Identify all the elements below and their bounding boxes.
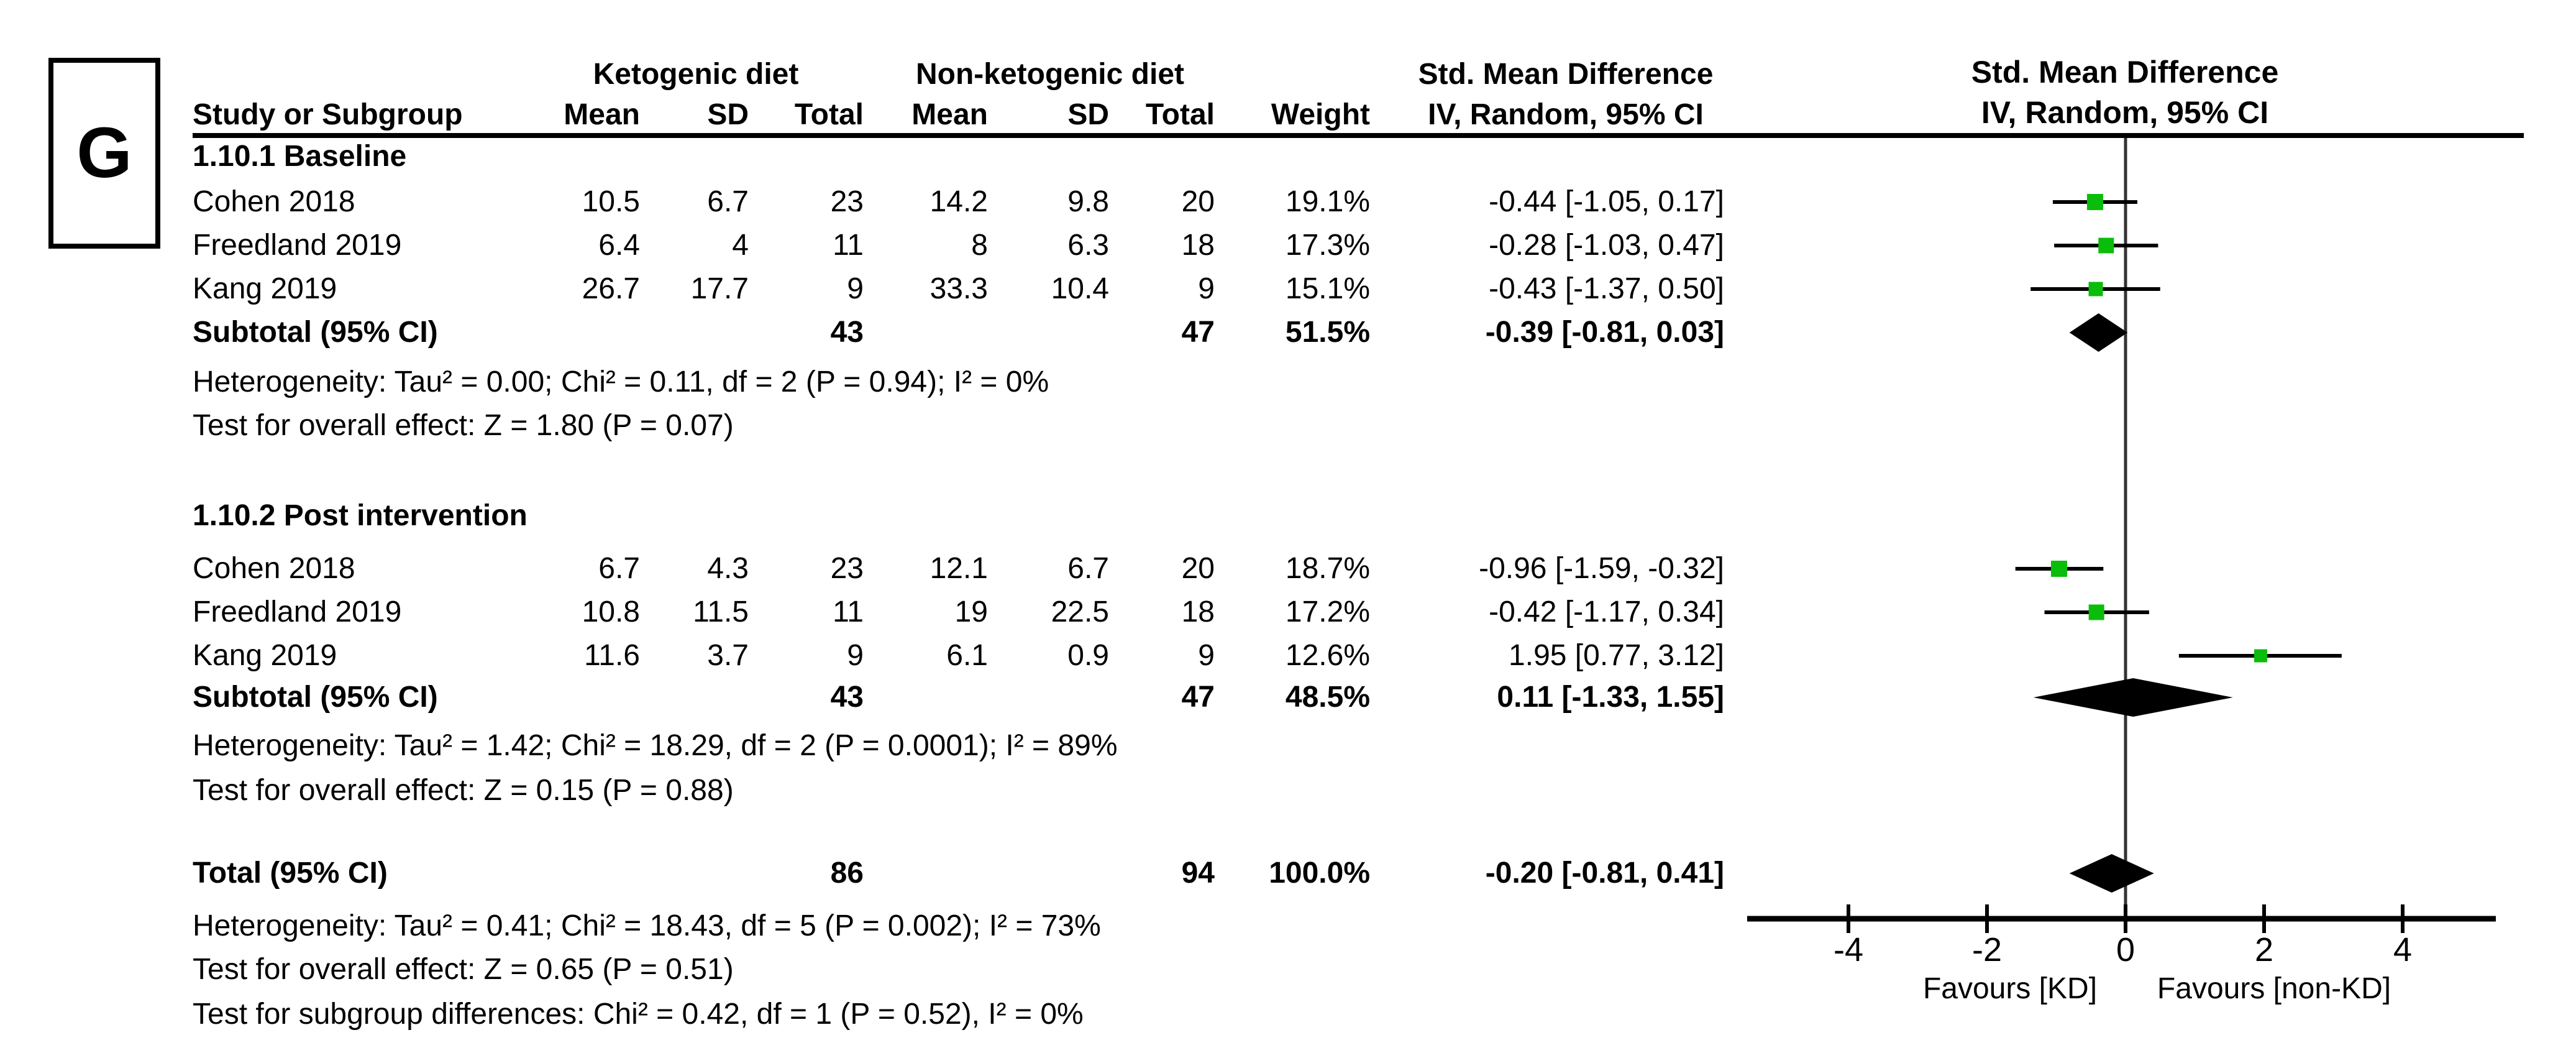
- study-point-marker: [2254, 649, 2267, 663]
- subgroup-label-baseline: 1.10.1 Baseline: [193, 140, 407, 173]
- ci-value: -0.39 [-0.81, 0.03]: [1485, 316, 1724, 349]
- axis-tick-label: 2: [2254, 931, 2274, 968]
- heterogeneity-line: Heterogeneity: Tau² = 0.41; Chi² = 18.43…: [193, 909, 1101, 942]
- study-name: Cohen 2018: [193, 185, 355, 218]
- table-group-header-row: Ketogenic diet Non-ketogenic diet Std. M…: [193, 53, 1733, 96]
- group-header-ketogenic: Ketogenic diet: [593, 58, 799, 91]
- study-name: Kang 2019: [193, 272, 337, 305]
- favours-left-label: Favours [KD]: [1922, 972, 2098, 1005]
- col-header-total-nk: Total: [1145, 98, 1215, 131]
- table-row: Cohen 2018 6.7 4.3 23 12.1 6.7 20 18.7% …: [193, 547, 1733, 591]
- ci-value: 1.95 [0.77, 3.12]: [1509, 639, 1724, 672]
- table-row: Freedland 2019 10.8 11.5 11 19 22.5 18 1…: [193, 591, 1733, 634]
- table-row: Kang 2019 26.7 17.7 9 33.3 10.4 9 15.1% …: [193, 267, 1733, 311]
- overall-effect-line: Test for overall effect: Z = 0.65 (P = 0…: [193, 953, 734, 986]
- col-header-ci: IV, Random, 95% CI: [1428, 98, 1704, 131]
- table-row: Freedland 2019 6.4 4 11 8 6.3 18 17.3% -…: [193, 224, 1733, 267]
- axis-tick-label: -2: [1971, 931, 2002, 968]
- col-header-sd-nk: SD: [1067, 98, 1109, 131]
- subtotal-diamond: [2069, 313, 2128, 352]
- study-name: Cohen 2018: [193, 552, 355, 585]
- ci-value: -0.42 [-1.17, 0.34]: [1489, 595, 1724, 628]
- study-point-marker: [2098, 237, 2114, 254]
- subtotal-row: Subtotal (95% CI) 43 47 48.5% 0.11 [-1.3…: [193, 676, 1733, 719]
- total-diamond: [2069, 854, 2154, 893]
- ci-value: 0.11 [-1.33, 1.55]: [1497, 681, 1724, 714]
- overall-effect-line: Test for overall effect: Z = 1.80 (P = 0…: [193, 409, 734, 442]
- heterogeneity-line: Heterogeneity: Tau² = 1.42; Chi² = 18.29…: [193, 729, 1118, 762]
- ci-value: -0.43 [-1.37, 0.50]: [1489, 272, 1724, 305]
- col-header-mean-nk: Mean: [911, 98, 988, 131]
- ci-value: -0.28 [-1.03, 0.47]: [1489, 229, 1724, 262]
- table-row: Kang 2019 11.6 3.7 9 6.1 0.9 9 12.6% 1.9…: [193, 634, 1733, 678]
- group-header-smd: Std. Mean Difference: [1418, 58, 1714, 91]
- ci-value: -0.96 [-1.59, -0.32]: [1479, 552, 1724, 585]
- axis-tick-label: 0: [2116, 931, 2135, 968]
- header-rule: [193, 133, 2524, 138]
- subgroup-differences-line: Test for subgroup differences: Chi² = 0.…: [193, 998, 1084, 1031]
- axis-tick-label: -4: [1833, 931, 1863, 968]
- col-header-mean-k: Mean: [564, 98, 640, 131]
- study-name: Kang 2019: [193, 639, 337, 672]
- ci-value: -0.20 [-0.81, 0.41]: [1485, 857, 1724, 890]
- favours-right-label: Favours [non-KD]: [2157, 972, 2391, 1005]
- study-point-marker: [2050, 561, 2067, 577]
- plot-header-ci: IV, Random, 95% CI: [1981, 95, 2269, 130]
- study-name: Freedland 2019: [193, 595, 402, 628]
- study-point-marker: [2088, 282, 2103, 297]
- col-header-weight: Weight: [1271, 98, 1370, 131]
- study-name: Freedland 2019: [193, 229, 402, 262]
- overall-effect-line: Test for overall effect: Z = 0.15 (P = 0…: [193, 774, 734, 807]
- study-point-marker: [2088, 604, 2104, 620]
- table-row: Cohen 2018 10.5 6.7 23 14.2 9.8 20 19.1%…: [193, 180, 1733, 224]
- axis-tick-label: 4: [2393, 931, 2413, 968]
- study-point-marker: [2086, 194, 2103, 210]
- heterogeneity-line: Heterogeneity: Tau² = 0.00; Chi² = 0.11,…: [193, 366, 1049, 398]
- group-header-non-ketogenic: Non-ketogenic diet: [915, 58, 1185, 91]
- panel-label: G: [76, 113, 132, 193]
- plot-header-smd: Std. Mean Difference: [1971, 55, 2279, 90]
- ci-value: -0.44 [-1.05, 0.17]: [1489, 185, 1724, 218]
- col-header-sd-k: SD: [707, 98, 749, 131]
- subtotal-diamond: [2033, 678, 2233, 717]
- subtotal-row: Subtotal (95% CI) 43 47 51.5% -0.39 [-0.…: [193, 311, 1733, 354]
- table-column-header-row: Study or Subgroup Mean SD Total Mean SD …: [193, 93, 1733, 137]
- subgroup-label-post-intervention: 1.10.2 Post intervention: [193, 499, 528, 532]
- col-header-study: Study or Subgroup: [193, 98, 463, 131]
- total-row: Total (95% CI) 86 94 100.0% -0.20 [-0.81…: [193, 852, 1733, 895]
- col-header-total-k: Total: [794, 98, 864, 131]
- panel-label-box: G: [48, 58, 160, 249]
